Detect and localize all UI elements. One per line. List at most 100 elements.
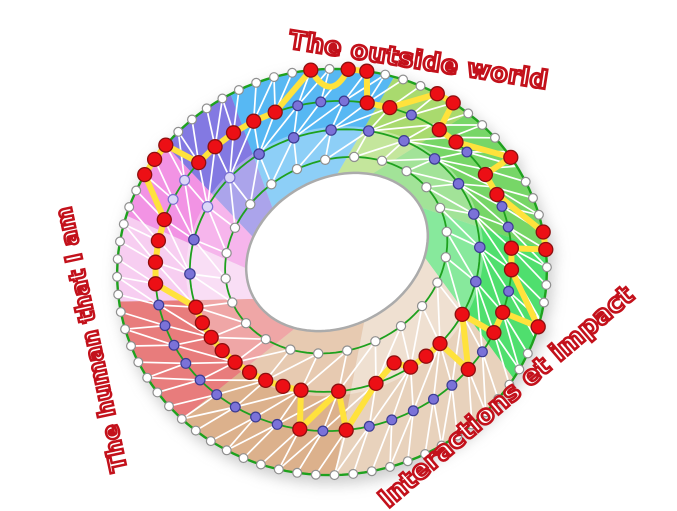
wheel-node-l2 (398, 135, 410, 147)
wheel-node-l3 (386, 414, 398, 426)
wheel-node-l4 (173, 126, 184, 137)
selected-node (486, 324, 502, 341)
wheel-node-l3 (407, 405, 419, 417)
wheel-node-l4 (310, 469, 321, 480)
wheel-node-l3 (503, 285, 515, 297)
wheel-node-l2 (428, 153, 441, 165)
wheel-node-l4 (112, 271, 123, 282)
wheel-node-l4 (201, 103, 212, 114)
selected-node (303, 62, 319, 78)
selected-node (382, 99, 398, 116)
selected-node (147, 254, 164, 270)
wheel-node-l4 (520, 176, 531, 187)
wheel-node-l3 (159, 320, 171, 332)
wheel-node-l4 (124, 202, 135, 213)
selected-node (489, 186, 505, 203)
wheel-node-l3 (315, 96, 327, 108)
wheel-node-l4 (522, 348, 533, 359)
wheel-node-l1 (376, 155, 388, 166)
wheel-node-l1 (221, 247, 232, 259)
wheel-node-l1 (240, 318, 252, 329)
wheel-node-l2 (201, 201, 214, 213)
selected-node (214, 342, 230, 359)
wheel-node-l3 (167, 193, 179, 205)
selected-node (156, 211, 172, 228)
wheel-node-l1 (342, 345, 353, 356)
wheel-node-l1 (370, 336, 381, 347)
wheel-node-l4 (490, 132, 501, 143)
wheel-node-l3 (153, 299, 165, 311)
wheel-node-l1 (245, 199, 256, 210)
wheel-node-l2 (469, 275, 482, 288)
wheel-node-l4 (415, 80, 426, 91)
wheel-node-l4 (238, 453, 249, 464)
selected-node (503, 240, 520, 256)
selected-node (207, 139, 223, 155)
selected-node (503, 149, 519, 166)
selected-node (150, 233, 167, 249)
wheel-node-l1 (260, 334, 271, 345)
wheel-node-l1 (421, 181, 432, 193)
wheel-node-l3 (338, 95, 350, 107)
wheel-node-l4 (324, 63, 335, 74)
wheel-node-l4 (269, 72, 280, 83)
selected-node (477, 166, 494, 183)
wheel-node-l4 (217, 93, 228, 104)
wheel-node-l4 (493, 393, 504, 404)
wheel-node-l4 (366, 466, 377, 477)
wheel-node-l4 (436, 440, 447, 451)
wheel-node-l4 (385, 461, 396, 472)
donut-hole (244, 171, 430, 333)
wheel-node-l4 (120, 324, 131, 335)
selected-node (359, 95, 375, 111)
wheel-node-l3 (179, 174, 191, 186)
wheel-node-l3 (271, 418, 283, 430)
selected-node (227, 354, 243, 370)
wheel-node-l3 (496, 200, 508, 212)
selected-node (137, 166, 153, 183)
selected-node (368, 375, 384, 392)
wheel-node-l2 (473, 241, 486, 254)
selected-node (530, 319, 546, 335)
wheel-node-l4 (205, 436, 216, 447)
wheel-node-l3 (292, 100, 304, 112)
wheel-node-l3 (405, 109, 417, 121)
selected-node (340, 61, 356, 77)
wheel-node-l2 (325, 124, 337, 136)
sector-blue (230, 68, 395, 209)
wheel-node-l4 (115, 307, 126, 318)
wheel-node-l1 (291, 163, 303, 175)
torus-group (112, 61, 554, 481)
wheel-node-l2 (287, 132, 300, 144)
wheel-node-l4 (538, 297, 549, 308)
wheel-node-l2 (223, 171, 236, 184)
selected-node (460, 361, 476, 378)
selected-node (495, 304, 511, 321)
wheel-node-l1 (432, 277, 443, 288)
wheel-node-l2 (253, 148, 265, 160)
wheel-node-l4 (287, 67, 298, 78)
wheel-node-l1 (266, 179, 277, 190)
wheel-node-l4 (463, 108, 474, 119)
wheel-node-l3 (194, 374, 206, 386)
selected-node (188, 299, 204, 315)
wheel-node-l3 (229, 401, 241, 413)
mesh-lines (116, 68, 548, 476)
wheel-node-l2 (362, 125, 375, 137)
wheel-node-l4 (112, 254, 123, 265)
wheel-node-l4 (477, 119, 488, 130)
wheel-node-l4 (380, 69, 391, 80)
wheel-node-l4 (533, 209, 544, 220)
wheel-node-l4 (118, 219, 129, 230)
wheel-node-l1 (227, 297, 238, 308)
wheel-node-l1 (440, 252, 451, 263)
wheel-node-l1 (395, 320, 407, 332)
wheel-node-l1 (229, 222, 241, 233)
wheel-node-l4 (480, 407, 491, 418)
wheel-node-l3 (363, 420, 375, 432)
wheel-node-l2 (467, 208, 480, 220)
wheel-node-l4 (142, 372, 153, 383)
wheel-node-l2 (184, 268, 196, 280)
wheel-node-l1 (285, 344, 296, 355)
selected-node (203, 329, 219, 346)
